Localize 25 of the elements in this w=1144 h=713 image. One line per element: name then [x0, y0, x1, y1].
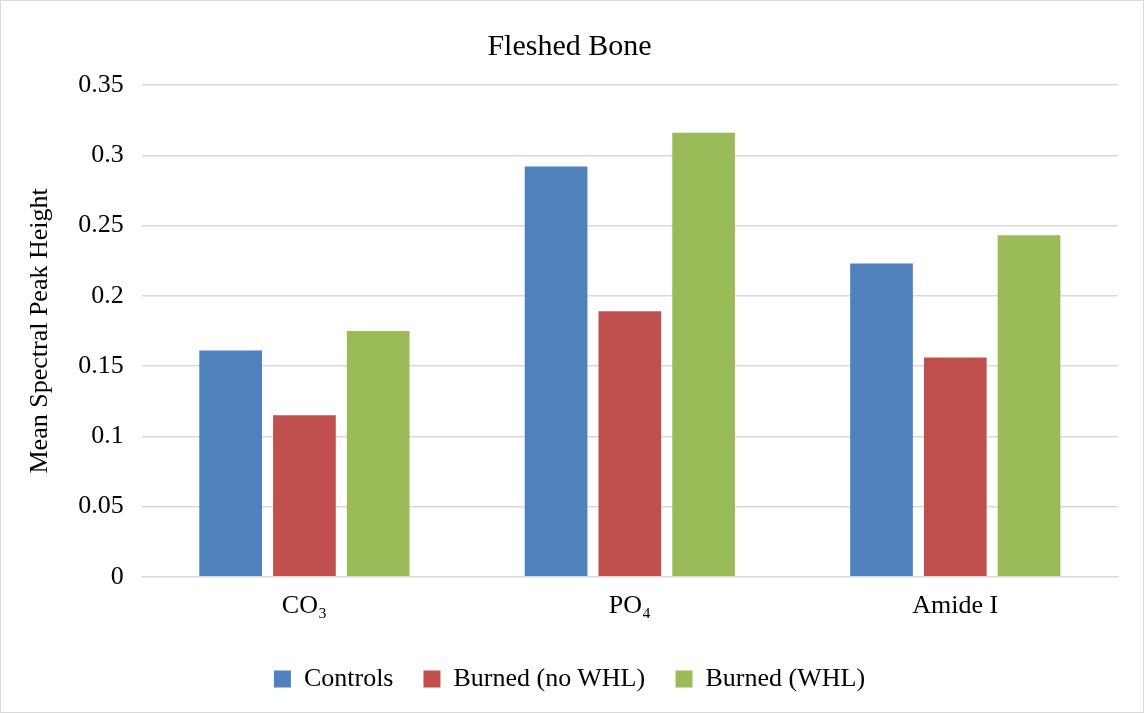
- legend-label: Burned (WHL): [705, 662, 866, 692]
- chart-title: Fleshed Bone: [487, 27, 652, 61]
- bar: [672, 132, 735, 577]
- y-tick-label: 0.2: [91, 279, 124, 309]
- y-tick-label: 0.1: [91, 420, 124, 450]
- y-tick-label: 0.3: [91, 139, 124, 169]
- x-tick-label: CO₃: [281, 590, 328, 620]
- legend-label: Burned (no WHL): [453, 662, 646, 692]
- y-tick-label: 0.15: [78, 349, 124, 379]
- y-tick-label: 0.25: [78, 209, 124, 239]
- legend-label: Controls: [303, 662, 394, 692]
- bar: [273, 415, 336, 577]
- y-tick-label: 0.05: [78, 490, 124, 520]
- bar: [997, 235, 1061, 577]
- x-tick-label: Amide I: [912, 590, 999, 620]
- bar: [923, 357, 987, 577]
- y-tick-label: 0.35: [78, 68, 124, 98]
- y-tick-label: 0: [110, 560, 124, 590]
- bar: [524, 166, 588, 577]
- bar: [850, 263, 913, 577]
- bar: [598, 311, 662, 577]
- bar: [199, 350, 262, 577]
- bar: [346, 330, 410, 577]
- x-tick-label: PO₄: [608, 590, 652, 620]
- y-axis-title: Mean Spectral Peak Height: [24, 187, 54, 474]
